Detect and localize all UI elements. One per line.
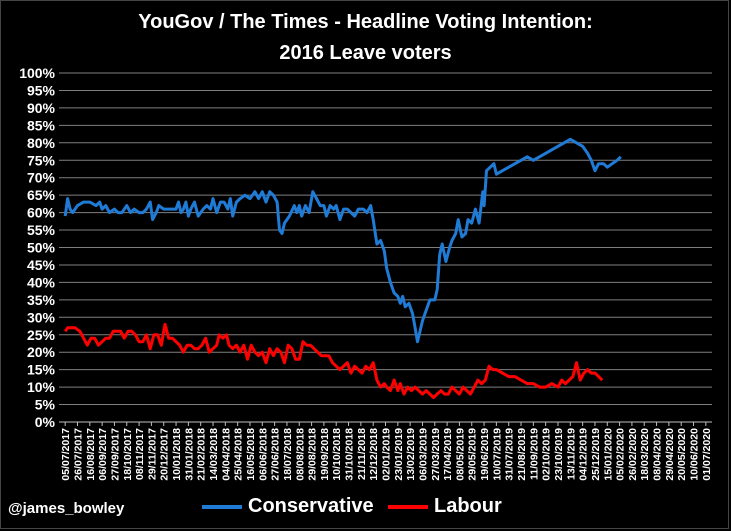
y-tick-label: 95% [27, 82, 56, 98]
chart-title-line2: 2016 Leave voters [279, 42, 452, 64]
x-tick-label: 02/10/2019 [541, 428, 553, 481]
x-tick-label: 16/05/2018 [245, 428, 257, 481]
y-tick-label: 55% [27, 222, 56, 238]
x-tick-label: 31/10/2018 [344, 428, 356, 481]
y-tick-label: 5% [35, 397, 56, 413]
x-tick-label: 23/10/2019 [553, 428, 565, 481]
x-tick-label: 29/05/2019 [467, 428, 479, 481]
x-tick-label: 08/05/2019 [454, 428, 466, 481]
y-tick-label: 100% [19, 65, 55, 81]
x-tick-label: 10/06/2020 [689, 428, 701, 481]
x-tick-label: 18/03/2020 [639, 428, 651, 481]
x-tick-label: 31/07/2019 [504, 428, 516, 481]
y-tick-label: 60% [27, 205, 56, 221]
x-tick-label: 31/01/2018 [183, 428, 195, 481]
series-line-conservative [63, 137, 622, 344]
x-tick-label: 18/07/2018 [282, 428, 294, 481]
y-tick-label: 75% [27, 152, 56, 168]
x-tick-label: 29/04/2020 [664, 428, 676, 481]
x-tick-label: 20/05/2020 [676, 428, 688, 481]
y-tick-label: 40% [27, 274, 56, 290]
x-tick-label: 10/10/2018 [331, 428, 343, 481]
series-line-labour [63, 322, 604, 400]
legend-conservative: Conservative [202, 495, 374, 518]
x-tick-label: 21/02/2018 [196, 428, 208, 481]
x-tick-label: 20/12/2017 [159, 428, 171, 481]
x-tick-label: 04/04/2018 [220, 428, 232, 481]
author-credit: @james_bowley [8, 500, 125, 517]
x-tick-label: 18/10/2017 [122, 428, 134, 481]
x-tick-label: 08/11/2017 [134, 428, 146, 480]
x-tick-label: 13/11/2019 [565, 428, 577, 480]
y-tick-label: 85% [27, 117, 56, 133]
x-tick-label: 10/07/2019 [491, 428, 503, 481]
legend-swatch-labour [388, 504, 428, 509]
x-tick-label: 12/12/2018 [368, 428, 380, 481]
x-tick-label: 25/04/2018 [233, 428, 245, 481]
x-tick-label: 16/08/2017 [85, 428, 97, 481]
x-tick-label: 04/12/2019 [578, 428, 590, 481]
y-tick-label: 35% [27, 292, 56, 308]
x-tick-label: 14/03/2018 [208, 428, 220, 481]
y-tick-label: 0% [35, 414, 56, 430]
x-tick-label: 29/08/2018 [307, 428, 319, 481]
x-tick-label: 27/03/2019 [430, 428, 442, 481]
legend-label-conservative: Conservative [248, 495, 374, 517]
x-tick-label: 23/01/2019 [393, 428, 405, 481]
y-tick-label: 25% [27, 327, 56, 343]
x-tick-label: 15/01/2020 [602, 428, 614, 481]
x-tick-label: 10/01/2018 [171, 428, 183, 481]
x-tick-label: 11/09/2019 [528, 428, 540, 480]
x-tick-label: 06/03/2019 [417, 428, 429, 481]
x-tick-label: 01/07/2020 [701, 428, 713, 481]
y-tick-label: 90% [27, 100, 56, 116]
legend-labour: Labour [388, 495, 502, 518]
x-tick-label: 05/07/2017 [60, 428, 72, 481]
x-tick-label: 02/01/2019 [381, 428, 393, 481]
y-tick-label: 45% [27, 257, 56, 273]
y-tick-label: 65% [27, 187, 56, 203]
x-tick-label: 05/02/2020 [615, 428, 627, 481]
x-tick-label: 08/04/2020 [652, 428, 664, 481]
x-tick-label: 19/09/2018 [319, 428, 331, 481]
x-tick-label: 21/11/2018 [356, 428, 368, 480]
x-tick-label: 27/09/2017 [109, 428, 121, 481]
x-tick-label: 06/09/2017 [97, 428, 109, 481]
x-tick-label: 27/06/2018 [270, 428, 282, 481]
x-tick-label: 06/06/2018 [257, 428, 269, 481]
legend-label-labour: Labour [434, 495, 502, 517]
chart-title-line1: YouGov / The Times - Headline Voting Int… [138, 11, 593, 33]
y-tick-label: 70% [27, 170, 56, 186]
y-tick-label: 80% [27, 135, 56, 151]
x-tick-label: 19/06/2019 [479, 428, 491, 481]
x-tick-label: 21/08/2019 [516, 428, 528, 481]
x-tick-label: 29/11/2017 [146, 428, 158, 480]
legend-swatch-conservative [202, 504, 242, 509]
y-tick-label: 30% [27, 309, 56, 325]
x-tick-label: 17/04/2019 [442, 428, 454, 481]
y-tick-label: 20% [27, 344, 56, 360]
x-tick-label: 13/02/2019 [405, 428, 417, 481]
x-tick-label: 08/08/2018 [294, 428, 306, 481]
x-tick-label: 26/02/2020 [627, 428, 639, 481]
x-tick-label: 26/07/2017 [72, 428, 84, 481]
y-tick-label: 15% [27, 362, 56, 378]
y-tick-label: 50% [27, 240, 56, 256]
x-tick-label: 25/12/2019 [590, 428, 602, 481]
y-tick-label: 10% [27, 379, 56, 395]
